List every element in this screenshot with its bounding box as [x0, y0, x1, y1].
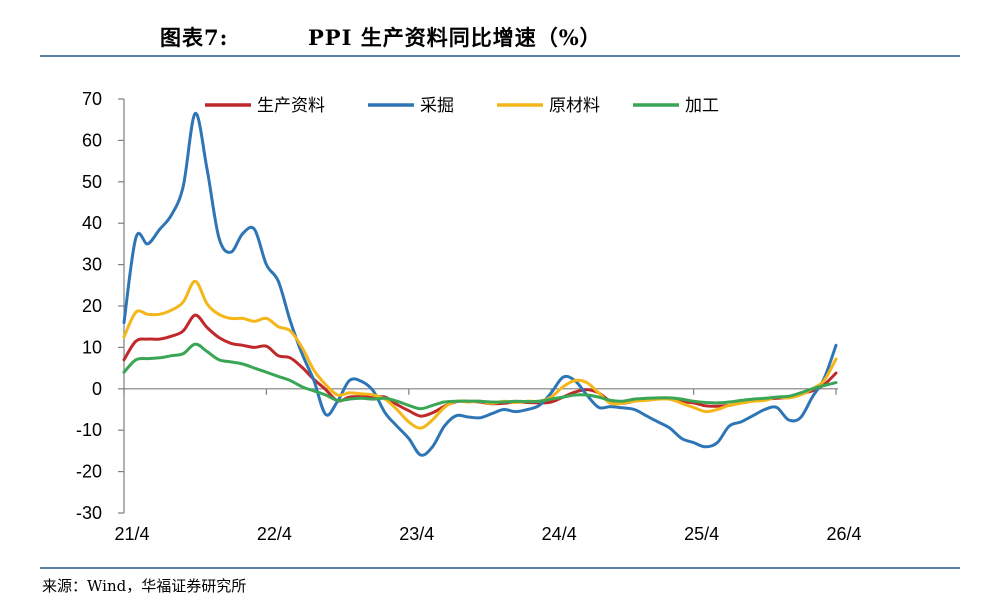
legend: 生产资料 采掘 原材料 加工 [205, 96, 719, 116]
x-tick-label: 26/4 [826, 524, 861, 544]
series-line-原材料 [122, 279, 838, 430]
x-tick-label: 23/4 [399, 524, 434, 544]
y-tick-label: -30 [76, 503, 102, 523]
x-tick-label: 25/4 [684, 524, 719, 544]
legend-label: 采掘 [420, 96, 454, 116]
y-tick-label: 70 [82, 89, 102, 109]
source-note: 来源：Wind，华福证券研究所 [42, 577, 247, 595]
axes: 70 60 50 40 30 20 10 0 -10 -20 -30 21/4 22/4 23/4 24/4… [76, 89, 862, 544]
y-tick-label: 0 [92, 379, 102, 399]
x-tick-label: 22/4 [257, 524, 292, 544]
y-tick-label: 20 [82, 296, 102, 316]
y-tick-label: 50 [82, 172, 102, 192]
series-line-采掘 [122, 111, 838, 457]
series-line-加工 [122, 342, 838, 411]
y-tick-label: 10 [82, 337, 102, 357]
y-tick-label: 60 [82, 130, 102, 150]
figure-number: 图表7: [160, 25, 229, 50]
legend-label: 加工 [685, 96, 719, 116]
x-tick-label: 24/4 [542, 524, 577, 544]
top-rule [40, 55, 960, 57]
x-tick-label: 21/4 [114, 524, 149, 544]
title-row: 图表7: PPI 生产资料同比增速（%） [0, 0, 982, 56]
line-chart: 70 60 50 40 30 20 10 0 -10 -20 -30 21/4 22/4 23/4 24/4… [76, 89, 862, 544]
y-tick-label: -20 [76, 462, 102, 482]
bottom-rule [40, 567, 960, 569]
legend-label: 生产资料 [257, 96, 325, 116]
chart-title: PPI 生产资料同比增速（%） [308, 25, 602, 50]
y-tick-label: -10 [76, 420, 102, 440]
legend-label: 原材料 [549, 96, 600, 116]
series-lines [122, 111, 838, 457]
y-tick-label: 30 [82, 255, 102, 275]
y-tick-label: 40 [82, 213, 102, 233]
